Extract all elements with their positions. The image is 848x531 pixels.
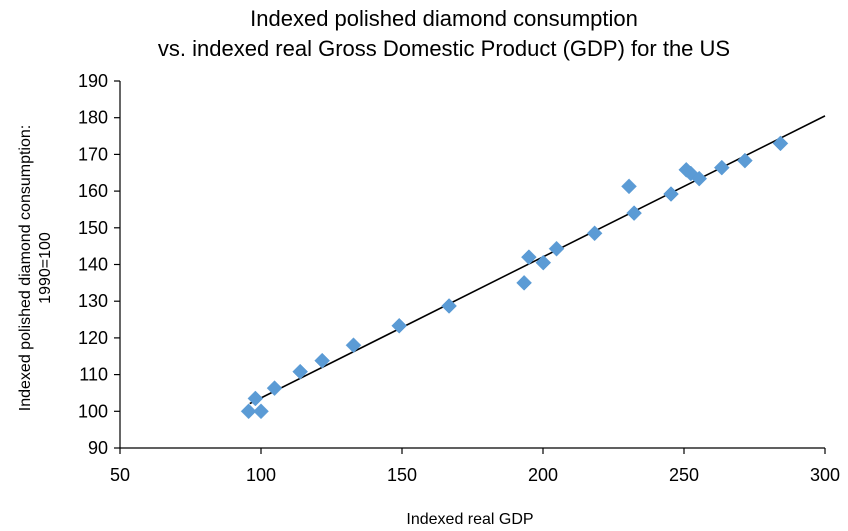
x-tick-label: 100 — [246, 465, 276, 485]
y-tick-label: 110 — [79, 365, 108, 385]
data-point-diamond — [293, 364, 308, 379]
y-tick-label: 180 — [78, 108, 108, 128]
data-point-diamond — [773, 136, 788, 151]
y-tick-label: 190 — [78, 71, 108, 91]
data-point-diamond — [664, 187, 679, 202]
y-tick-label: 140 — [78, 255, 108, 275]
data-point-diamond — [549, 241, 564, 256]
y-tick-label: 170 — [78, 144, 108, 164]
y-tick-label: 160 — [78, 181, 108, 201]
data-point-diamond — [254, 404, 269, 419]
y-tick-label: 90 — [88, 438, 108, 458]
data-point-diamond — [517, 275, 532, 290]
data-point-diamond — [737, 153, 752, 168]
plot-area: 90 100 110 120 130 140 150 160 170 180 190 50 100 150… — [78, 71, 840, 485]
data-point-diamond — [622, 179, 637, 194]
y-tick-label: 130 — [78, 291, 108, 311]
data-point-diamond — [315, 353, 330, 368]
chart-title-line-2: vs. indexed real Gross Domestic Product … — [158, 36, 730, 61]
x-tick-label: 50 — [110, 465, 130, 485]
y-axis-title-line-2: 1990=100 — [37, 232, 54, 304]
data-point-diamond — [346, 338, 361, 353]
data-point-diamond — [714, 160, 729, 175]
x-tick-label: 150 — [387, 465, 417, 485]
y-tick-label: 120 — [78, 328, 108, 348]
y-axis-title: Indexed polished diamond consumption: 19… — [17, 125, 54, 411]
x-tick-label: 250 — [669, 465, 699, 485]
y-axis-title-line-1: Indexed polished diamond consumption: — [17, 125, 34, 411]
y-tick-label: 150 — [78, 218, 108, 238]
x-tick-label: 200 — [528, 465, 558, 485]
data-point-diamond — [521, 250, 536, 265]
x-axis-title: Indexed real GDP — [406, 511, 533, 528]
chart-title-line-1: Indexed polished diamond consumption — [250, 6, 638, 31]
x-tick-label: 300 — [810, 465, 840, 485]
data-point-diamond — [536, 255, 551, 270]
y-tick-label: 100 — [78, 401, 108, 421]
